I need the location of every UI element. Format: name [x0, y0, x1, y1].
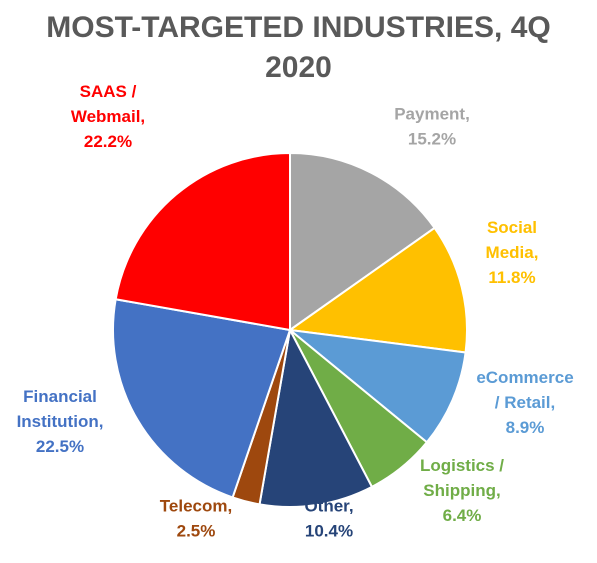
slice-label-2-line-1: / Retail,	[495, 393, 555, 412]
slice-label-7-line-2: 22.2%	[84, 132, 132, 151]
slice-label-4-line-0: Other,	[304, 497, 353, 516]
pie-slice-6	[112, 298, 292, 499]
chart-title: MOST-TARGETED INDUSTRIES, 4Q 2020	[0, 8, 597, 88]
pie-slices	[112, 151, 469, 508]
pie-slice-2	[286, 328, 467, 444]
slice-label-2-line-2: 8.9%	[506, 418, 545, 437]
slice-label-6-line-0: Financial	[23, 387, 97, 406]
pie-slice-7	[114, 151, 291, 332]
slice-label-3-line-0: Logistics /	[420, 456, 504, 475]
slice-label-7-line-0: SAAS /	[80, 82, 137, 101]
chart-title-line-1: MOST-TARGETED INDUSTRIES, 4Q	[46, 11, 551, 44]
slice-label-5-line-0: Telecom,	[160, 497, 232, 516]
slice-label-0-line-0: Payment,	[394, 105, 470, 124]
slice-label-1: Social Media, 11.8%	[486, 218, 539, 287]
slice-label-1-line-0: Social	[487, 218, 537, 237]
slice-label-4: Other, 10.4%	[304, 497, 353, 541]
pie-slice-1	[287, 226, 469, 354]
pie-labels: Payment, 15.2% Social Media, 11.8% eCommerce /…	[17, 82, 574, 541]
slice-label-7-line-1: Webmail,	[71, 107, 145, 126]
slice-label-1-line-2: 11.8%	[488, 268, 535, 287]
slice-label-4-line-1: 10.4%	[305, 522, 353, 541]
pie-slice-0	[289, 151, 436, 332]
slice-label-5-line-1: 2.5%	[177, 522, 216, 541]
slice-label-2-line-0: eCommerce	[476, 368, 573, 387]
slice-label-6-line-2: 22.5%	[36, 437, 84, 456]
slice-label-1-line-1: Media,	[486, 243, 539, 262]
slice-label-6-line-1: Institution,	[17, 412, 104, 431]
slice-label-5: Telecom, 2.5%	[160, 497, 232, 541]
slice-label-0-line-1: 15.2%	[408, 130, 456, 149]
pie-slice-4	[258, 326, 374, 508]
slice-label-0: Payment, 15.2%	[394, 105, 470, 149]
slice-label-6: Financial Institution, 22.5%	[17, 387, 104, 456]
slice-label-3-line-1: Shipping,	[423, 481, 500, 500]
slice-label-3-line-2: 6.4%	[443, 506, 482, 525]
slice-label-3: Logistics / Shipping, 6.4%	[420, 456, 504, 525]
slice-label-2: eCommerce / Retail, 8.9%	[476, 368, 573, 437]
chart-title-line-2: 2020	[265, 51, 332, 84]
slice-label-7: SAAS / Webmail, 22.2%	[71, 82, 145, 151]
